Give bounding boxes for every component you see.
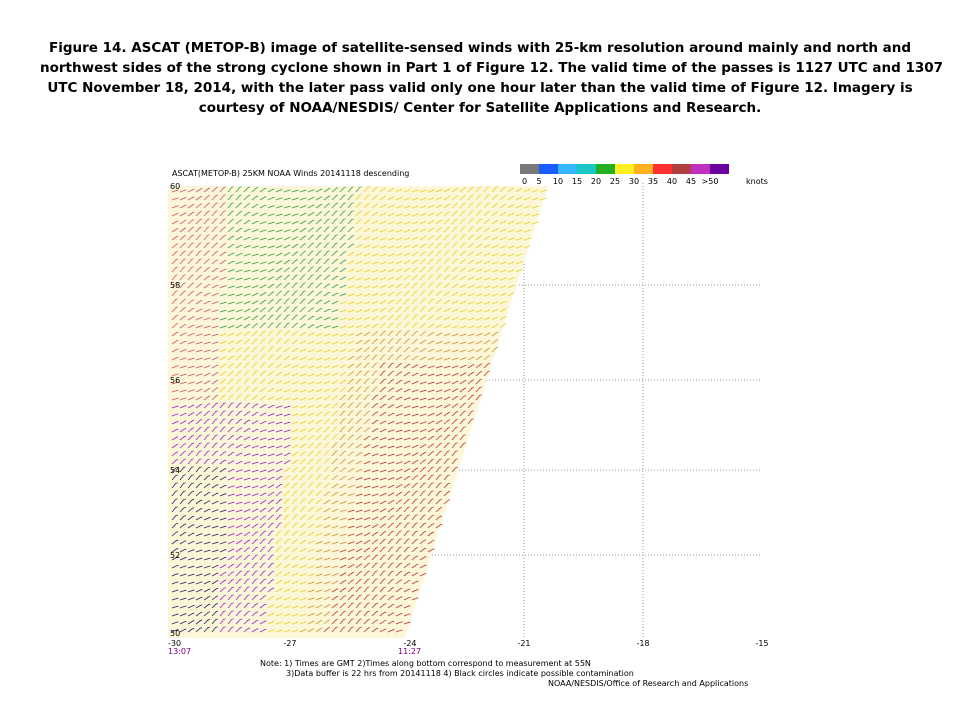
credit: NOAA/NESDIS/Office of Research and Appli…	[548, 679, 748, 688]
barb-group	[171, 402, 291, 633]
lat-labels: 60 58 56 54 52 50	[170, 182, 180, 638]
lon-labels: -30 -27 -24 -21 -18 -15	[168, 639, 769, 648]
barb-group	[219, 186, 362, 329]
colorbar-swatch	[710, 164, 729, 174]
lon-label: -18	[636, 639, 649, 648]
colorbar-label: 30	[629, 177, 639, 186]
colorbar-label: knots	[746, 177, 768, 186]
barb-group	[323, 362, 490, 633]
lon-label: -21	[517, 639, 530, 648]
image-title: ASCAT(METOP-B) 25KM NOAA Winds 20141118 …	[172, 169, 409, 178]
note: 3)Data buffer is 22 hrs from 20141118 4)…	[286, 669, 634, 678]
caption-line: Figure 14. ASCAT (METOP-B) image of sate…	[48, 40, 912, 56]
lon-label: -24	[403, 639, 416, 648]
colorbar-label: 0	[522, 177, 527, 186]
lat-label: 54	[170, 466, 180, 475]
barb-group	[171, 186, 227, 401]
colorbar-swatch	[672, 164, 691, 174]
lat-label: 56	[170, 376, 180, 385]
barb-group	[171, 466, 227, 633]
barb-group	[299, 330, 499, 633]
caption: Figure 14. ASCAT (METOP-B) image of sate…	[40, 38, 944, 118]
colorbar-swatch	[653, 164, 672, 174]
note: Note: 1) Times are GMT 2)Times along bot…	[260, 659, 591, 668]
lon-label: -30	[168, 639, 181, 648]
colorbar-swatch	[520, 164, 539, 174]
lat-label: 50	[170, 629, 180, 638]
colorbar-swatch	[577, 164, 596, 174]
lon-label: -27	[283, 639, 296, 648]
colorbar-swatch	[615, 164, 634, 174]
lat-label: 52	[170, 551, 180, 560]
colorbar-label: 40	[667, 177, 677, 186]
colorbar-label: 45	[686, 177, 696, 186]
lat-label: 58	[170, 281, 180, 290]
colorbar-label: 5	[536, 177, 541, 186]
colorbar-swatch	[558, 164, 577, 174]
caption-line: northwest sides of the strong cyclone sh…	[40, 60, 944, 76]
lat-label: 60	[170, 182, 180, 191]
colorbar-swatch	[539, 164, 558, 174]
lon-label: -15	[755, 639, 768, 648]
colorbar-label: 15	[572, 177, 582, 186]
colorbar-swatch	[634, 164, 653, 174]
colorbar-label: 35	[648, 177, 658, 186]
colorbar: 0 5 10 15 20 25 30 35 40 45 >50 knots	[520, 164, 768, 186]
colorbar-label: 10	[553, 177, 563, 186]
colorbar-swatch	[691, 164, 710, 174]
colorbar-swatch	[596, 164, 615, 174]
wind-barbs	[171, 186, 547, 633]
time-label: 11:27	[398, 647, 421, 656]
time-label: 13:07	[168, 647, 191, 656]
colorbar-label: 20	[591, 177, 601, 186]
colorbar-label: >50	[702, 177, 719, 186]
caption-line: courtesy of NOAA/NESDIS/ Center for Sate…	[198, 100, 762, 116]
colorbar-label: 25	[610, 177, 620, 186]
barb-group	[219, 186, 547, 633]
caption-line: UTC November 18, 2014, with the later pa…	[47, 80, 913, 96]
